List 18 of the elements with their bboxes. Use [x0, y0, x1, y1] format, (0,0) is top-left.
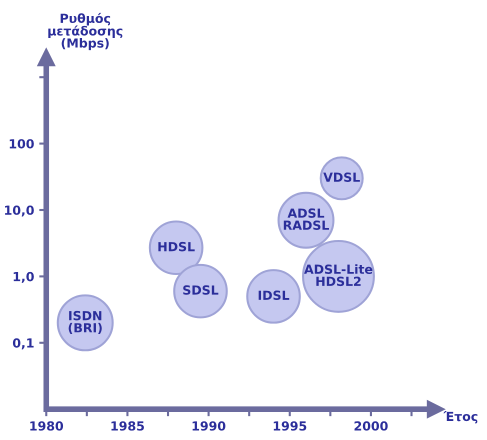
y-tick-label: 10,0: [5, 205, 34, 217]
annotation: HDSL: [158, 242, 195, 252]
x-axis-title: Έτος: [443, 410, 478, 424]
x-tick-label: 1990: [192, 421, 226, 431]
x-tick-label: 1995: [274, 421, 306, 431]
y-tick-label: 100: [10, 139, 34, 149]
annotation: ADSL-Lite HDSL2: [304, 264, 372, 286]
y-tick-label: 0,1: [12, 338, 34, 350]
annotation: VDSL: [323, 172, 360, 182]
x-tick-label: 2000: [354, 421, 388, 431]
annotation: SDSL: [183, 285, 218, 295]
y-tick-label: 1,0: [14, 272, 34, 283]
annotation: ISDN (BRI): [68, 310, 102, 334]
x-tick-label: 1985: [111, 421, 144, 431]
annotation: ADSL RADSL: [284, 208, 329, 230]
annotation: IDSL: [258, 290, 290, 300]
y-axis-title: Ρυθμός μετάδοσης (Mbps): [48, 12, 122, 50]
x-tick-label: 1980: [30, 421, 64, 431]
